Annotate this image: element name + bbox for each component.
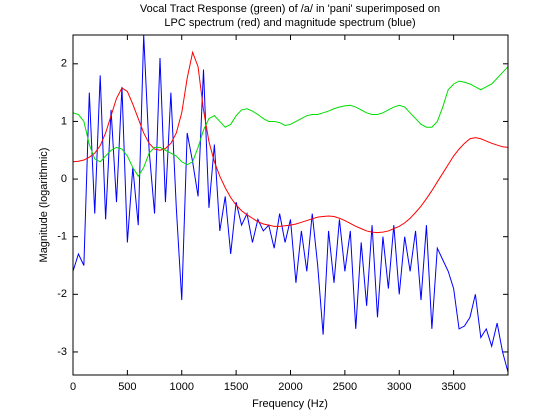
y-axis-label: Magnitude (logarithmic) (38, 148, 50, 263)
y-tick-label: 2 (61, 58, 67, 70)
plot-area (73, 35, 508, 373)
series-line (73, 50, 508, 234)
y-tick-label: -2 (57, 288, 67, 300)
series-line (73, 35, 508, 373)
y-tick-label: 1 (61, 115, 67, 127)
chart-title: LPC spectrum (red) and magnitude spectru… (164, 17, 415, 29)
series-line (73, 66, 508, 178)
x-tick-label: 2000 (278, 381, 302, 393)
x-tick-label: 3500 (441, 381, 465, 393)
x-tick-label: 1500 (224, 381, 248, 393)
x-axis-label: Frequency (Hz) (252, 398, 328, 410)
y-tick-label: -3 (57, 346, 67, 358)
x-tick-label: 1000 (170, 381, 194, 393)
chart-title: Vocal Tract Response (green) of /a/ in '… (140, 3, 440, 15)
y-tick-label: 0 (61, 173, 67, 185)
x-tick-label: 3000 (387, 381, 411, 393)
axes-box (72, 34, 509, 376)
x-tick-label: 0 (70, 381, 76, 393)
x-tick-label: 2500 (333, 381, 357, 393)
y-tick-label: -1 (57, 231, 67, 243)
x-tick-label: 500 (118, 381, 136, 393)
